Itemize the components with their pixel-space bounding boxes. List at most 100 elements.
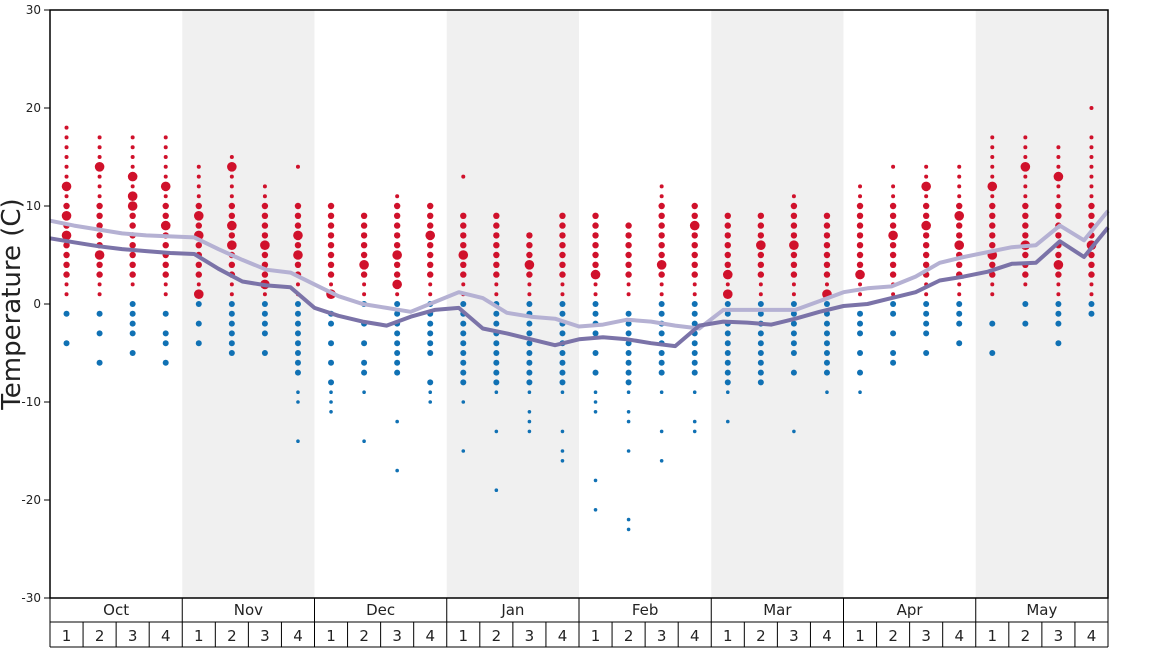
warm-dot [359,260,369,270]
cold-dot [195,320,202,327]
cold-dot [890,310,897,317]
warm-dot [1056,282,1061,287]
cold-dot [261,350,268,356]
week-label: 4 [161,627,171,645]
warm-dot [791,282,796,287]
warm-dot [593,292,598,297]
warm-dot [393,202,401,210]
cold-dot [328,379,335,386]
cold-dot [96,310,103,317]
warm-dot [1056,292,1061,297]
warm-dot [659,292,664,297]
y-tick-label: 30 [26,3,41,17]
warm-dot [130,155,135,159]
cold-dot [659,390,664,395]
warm-dot [427,271,434,278]
warm-dot [990,145,995,150]
warm-dot [957,194,962,199]
cold-dot [626,419,631,424]
warm-dot [954,211,965,221]
warm-dot [163,194,168,199]
warm-dot [1020,162,1031,172]
warm-dot [460,261,467,268]
cold-dot [593,508,598,512]
cold-dot [328,359,335,366]
warm-dot [658,232,665,239]
warm-dot [163,174,168,179]
cold-dot [129,320,136,327]
warm-dot [724,251,731,259]
warm-dot [989,202,996,210]
week-label: 2 [756,627,766,645]
cold-dot [559,330,566,337]
warm-dot [360,232,368,239]
cold-dot [394,310,401,317]
cold-dot [228,301,235,307]
y-axis-label: Temperature (C) [0,198,27,410]
warm-dot [889,251,897,259]
warm-dot [922,202,930,210]
cold-dot [526,369,533,376]
cold-dot [493,310,500,317]
warm-dot [1089,155,1094,159]
cold-dot [560,449,565,453]
warm-dot [428,292,433,297]
cold-dot [427,379,434,386]
cold-dot [658,359,665,366]
warm-dot [559,261,566,268]
month-label: Nov [234,601,263,619]
warm-dot [889,271,897,278]
cold-dot [395,468,399,473]
warm-dot [1056,164,1061,169]
cold-dot [923,330,930,337]
cold-dot [460,320,467,327]
warm-dot [61,211,72,221]
warm-dot [327,202,335,210]
warm-dot [261,202,269,210]
warm-dot [858,282,863,287]
cold-dot [858,390,862,395]
cold-dot [691,301,698,307]
warm-dot [461,174,466,179]
warm-dot [625,251,632,259]
warm-dot [1088,271,1095,278]
cold-dot [1022,320,1029,327]
cold-dot [890,359,897,366]
warm-dot [921,220,931,231]
warm-dot [127,201,138,211]
cold-dot [329,390,333,395]
cold-dot [625,379,632,386]
warm-dot [990,135,995,140]
cold-dot [527,429,532,434]
warm-dot [458,250,469,260]
warm-dot [395,194,400,199]
cold-dot [526,320,533,327]
cold-dot [692,429,697,434]
cold-dot [592,330,599,337]
warm-dot [63,271,70,278]
cold-dot [261,320,268,327]
week-label: 1 [855,627,865,645]
cold-dot [658,350,665,356]
cold-dot [857,330,864,337]
cold-dot [460,359,467,366]
warm-dot [790,222,798,229]
cold-dot [96,330,103,337]
cold-dot [296,439,300,444]
cold-dot [294,320,301,327]
warm-dot [261,271,269,278]
warm-dot [1089,106,1094,110]
warm-dot [493,261,500,268]
warm-dot [1023,184,1028,189]
warm-dot [1089,145,1094,150]
cold-dot [162,359,169,366]
warm-dot [891,292,896,297]
warm-dot [229,292,234,297]
warm-dot [64,174,69,179]
cold-dot [1088,310,1095,317]
warm-dot [393,271,401,278]
cold-dot [460,369,467,376]
warm-dot [229,194,234,199]
warm-dot [327,271,335,278]
cold-dot [625,359,632,366]
